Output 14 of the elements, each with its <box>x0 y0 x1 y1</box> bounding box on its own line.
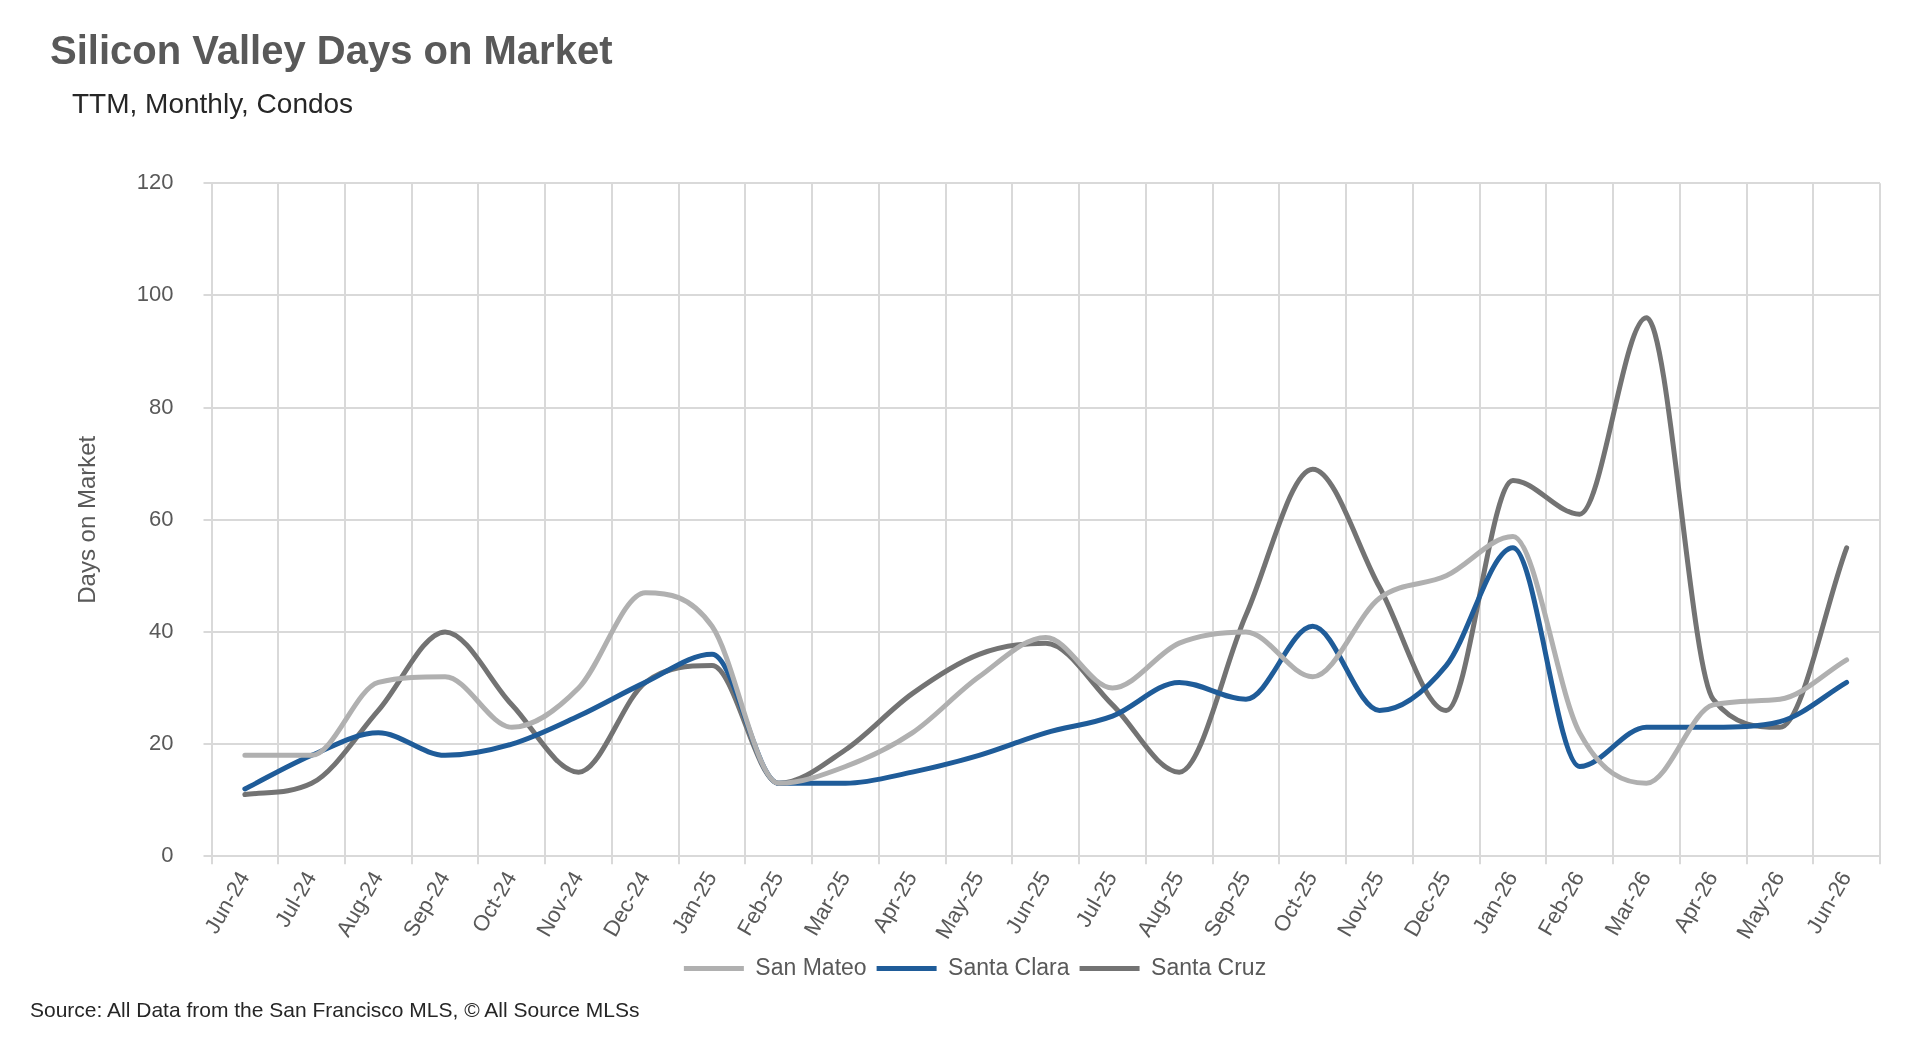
y-tick-label: 120 <box>136 169 174 195</box>
legend-label: San Mateo <box>755 953 867 980</box>
y-axis-title: Days on Market <box>73 435 101 604</box>
legend-label: Santa Clara <box>948 953 1070 980</box>
y-tick-label: 0 <box>161 842 174 868</box>
y-tick-label: 20 <box>149 730 174 756</box>
legend-label: Santa Cruz <box>1151 953 1267 980</box>
chart-title: Silicon Valley Days on Market <box>50 28 613 73</box>
y-tick-label: 80 <box>149 393 174 419</box>
source-note: Source: All Data from the San Francisco MLS, © All Source MLSs <box>30 998 640 1022</box>
y-tick-label: 100 <box>136 281 174 307</box>
y-tick-label: 40 <box>149 617 174 643</box>
chart-subtitle: TTM, Monthly, Condos <box>72 88 354 120</box>
y-tick-label: 60 <box>149 505 174 531</box>
